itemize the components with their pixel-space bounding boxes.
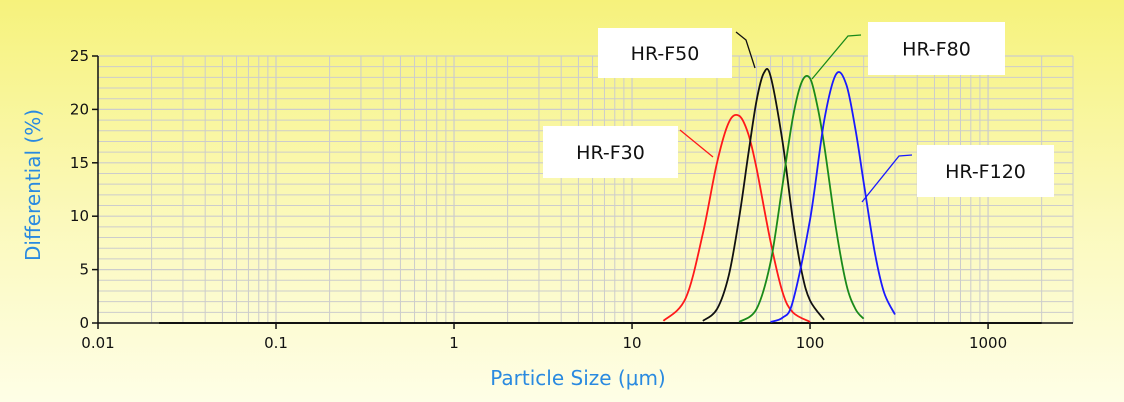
callout-box — [543, 126, 678, 178]
x-axis-title: Particle Size (μm) — [490, 366, 665, 390]
grid — [97, 55, 1074, 324]
callout-hr-f30: HR-F30 — [543, 126, 714, 178]
x-tick-label: 1 — [449, 334, 459, 352]
callout-leader — [735, 31, 756, 69]
x-tick-label: 0.1 — [264, 334, 288, 352]
callout-leader — [811, 34, 862, 80]
series-lines — [158, 67, 1042, 324]
y-tick-label: 5 — [79, 261, 89, 279]
x-tick-label: 100 — [796, 334, 825, 352]
series-line-hr-f30 — [662, 114, 811, 323]
series-line-hr-f120 — [770, 71, 896, 323]
callout-label: HR-F30 — [576, 142, 645, 164]
callout-box — [598, 28, 732, 78]
tick-labels: 0 5 10 15 20 25 0.01 0.1 1 10 100 1000 — [70, 47, 1007, 352]
callouts: HR-F30 HR-F50 HR-F80 HR-F120 — [543, 22, 1054, 203]
callout-label: HR-F50 — [631, 43, 700, 65]
series-line-hr-f80 — [738, 74, 865, 323]
callout-leader — [679, 129, 714, 158]
x-tick-label: 10 — [622, 334, 641, 352]
x-tick-label: 0.01 — [81, 334, 114, 352]
callout-label: HR-F80 — [902, 39, 971, 61]
callout-hr-f50: HR-F50 — [598, 28, 756, 78]
y-tick-label: 20 — [70, 100, 89, 118]
y-tick-label: 10 — [70, 207, 89, 225]
y-tick-label: 0 — [79, 314, 89, 332]
x-tick-label: 1000 — [969, 334, 1007, 352]
callout-leader — [861, 154, 913, 203]
callout-label: HR-F120 — [945, 161, 1026, 183]
callout-box — [868, 22, 1005, 75]
y-tick-label: 25 — [70, 47, 89, 65]
callout-box — [917, 145, 1054, 197]
y-axis-title: Differential (%) — [21, 109, 45, 261]
y-tick-label: 15 — [70, 154, 89, 172]
callout-hr-f120: HR-F120 — [861, 145, 1054, 203]
callout-hr-f80: HR-F80 — [811, 22, 1005, 80]
series-line-hr-f50 — [702, 67, 825, 322]
